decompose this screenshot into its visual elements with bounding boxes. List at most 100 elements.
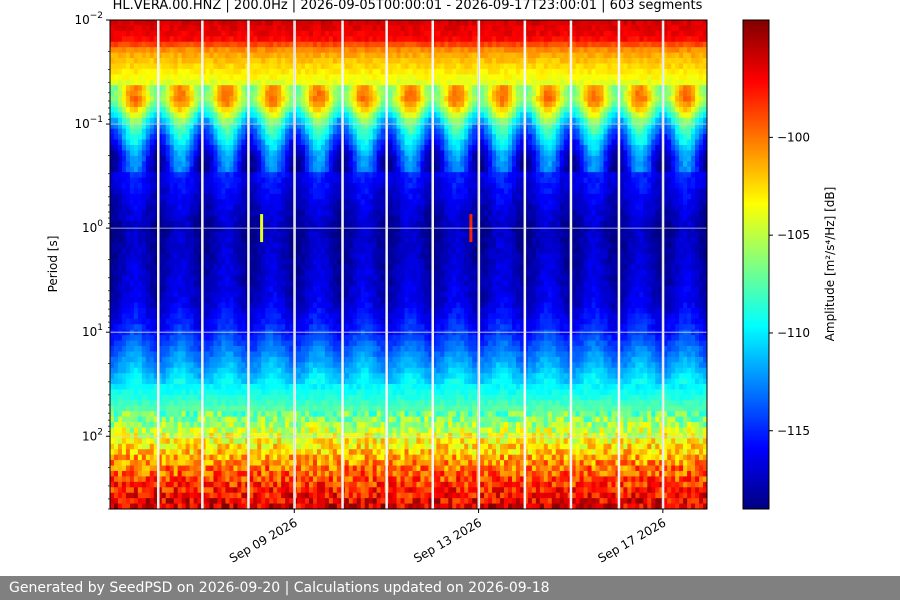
heatmap-cell (324, 237, 330, 244)
heatmap-cell (324, 384, 330, 391)
heatmap-cell (221, 155, 227, 162)
heatmap-cell (309, 139, 314, 146)
heatmap-cell (181, 454, 187, 461)
heatmap-cell (289, 68, 294, 75)
heatmap-cell (177, 427, 183, 434)
heatmap-cell (141, 204, 147, 211)
heatmap-cell (169, 367, 175, 374)
heatmap-cell (320, 248, 326, 255)
heatmap-cell (273, 394, 278, 401)
heatmap-cell (277, 106, 282, 113)
heatmap-cell (237, 318, 242, 325)
heatmap-cell (165, 52, 171, 59)
heatmap-cell (217, 460, 223, 467)
heatmap-cell (273, 128, 278, 135)
heatmap-cell (217, 47, 223, 54)
heatmap-cell (185, 134, 191, 141)
heatmap-cell (137, 498, 143, 505)
heatmap-cell (249, 329, 254, 336)
heatmap-cell (281, 52, 286, 59)
heatmap-cell (121, 123, 127, 130)
heatmap-cell (225, 373, 230, 380)
heatmap-cell (189, 90, 195, 97)
heatmap-cell (217, 291, 223, 298)
heatmap-cell (161, 264, 167, 271)
heatmap-cell (173, 128, 179, 135)
heatmap-cell (149, 183, 155, 190)
heatmap-cell (110, 188, 115, 195)
heatmap-cell (153, 492, 159, 499)
heatmap-cell (145, 144, 151, 151)
heatmap-cell (173, 123, 179, 130)
heatmap-cell (229, 498, 234, 505)
heatmap-cell (213, 405, 219, 412)
heatmap-cell (249, 470, 254, 477)
heatmap-cell (324, 96, 330, 103)
heatmap-cell (309, 144, 314, 151)
heatmap-cell (285, 335, 290, 342)
heatmap-cell (205, 237, 211, 244)
heatmap-cell (273, 324, 278, 331)
heatmap-cell (289, 454, 294, 461)
heatmap-cell (157, 275, 163, 282)
heatmap-cell (189, 286, 195, 293)
heatmap-cell (117, 172, 123, 179)
heatmap-cell (297, 47, 302, 54)
heatmap-cell (193, 329, 199, 336)
heatmap-cell (233, 481, 238, 488)
heatmap-cell (301, 25, 306, 32)
heatmap-cell (125, 134, 131, 141)
heatmap-cell (237, 128, 242, 135)
heatmap-cell (289, 123, 294, 130)
heatmap-cell (305, 286, 310, 293)
heatmap-cell (289, 492, 294, 499)
heatmap-cell (249, 351, 254, 358)
heatmap-cell (316, 378, 322, 385)
heatmap-cell (320, 503, 326, 509)
heatmap-cell (145, 280, 151, 287)
heatmap-cell (269, 389, 274, 396)
heatmap-cell (269, 20, 274, 27)
heatmap-cell (137, 177, 143, 184)
heatmap-cell (328, 123, 334, 130)
heatmap-cell (129, 307, 135, 314)
heatmap-cell (273, 492, 278, 499)
heatmap-cell (316, 150, 322, 157)
heatmap-cell (249, 394, 254, 401)
heatmap-cell (201, 25, 207, 32)
heatmap-cell (265, 487, 270, 494)
heatmap-cell (209, 449, 215, 456)
heatmap-cell (141, 335, 147, 342)
heatmap-cell (125, 389, 131, 396)
heatmap-cell (133, 177, 139, 184)
heatmap-cell (157, 400, 163, 407)
heatmap-cell (320, 487, 326, 494)
heatmap-cell (173, 394, 179, 401)
heatmap-cell (241, 286, 246, 293)
heatmap-cell (273, 172, 278, 179)
heatmap-cell (297, 155, 302, 162)
heatmap-cell (269, 221, 274, 228)
heatmap-cell (129, 101, 135, 108)
heatmap-cell (221, 123, 227, 130)
heatmap-cell (121, 470, 127, 477)
heatmap-cell (165, 460, 171, 467)
heatmap-cell (113, 498, 119, 505)
heatmap-cell (205, 226, 211, 233)
heatmap-cell (269, 476, 274, 483)
heatmap-cell (125, 302, 131, 309)
heatmap-cell (193, 438, 199, 445)
heatmap-cell (213, 470, 219, 477)
heatmap-cell (277, 373, 282, 380)
heatmap-cell (277, 112, 282, 119)
heatmap-cell (309, 231, 314, 238)
heatmap-cell (241, 139, 246, 146)
heatmap-cell (113, 210, 119, 217)
heatmap-cell (149, 128, 155, 135)
heatmap-cell (205, 460, 211, 467)
heatmap-cell (173, 400, 179, 407)
heatmap-cell (157, 378, 163, 385)
heatmap-cell (324, 405, 330, 412)
heatmap-cell (297, 438, 302, 445)
heatmap-cell (117, 150, 123, 157)
